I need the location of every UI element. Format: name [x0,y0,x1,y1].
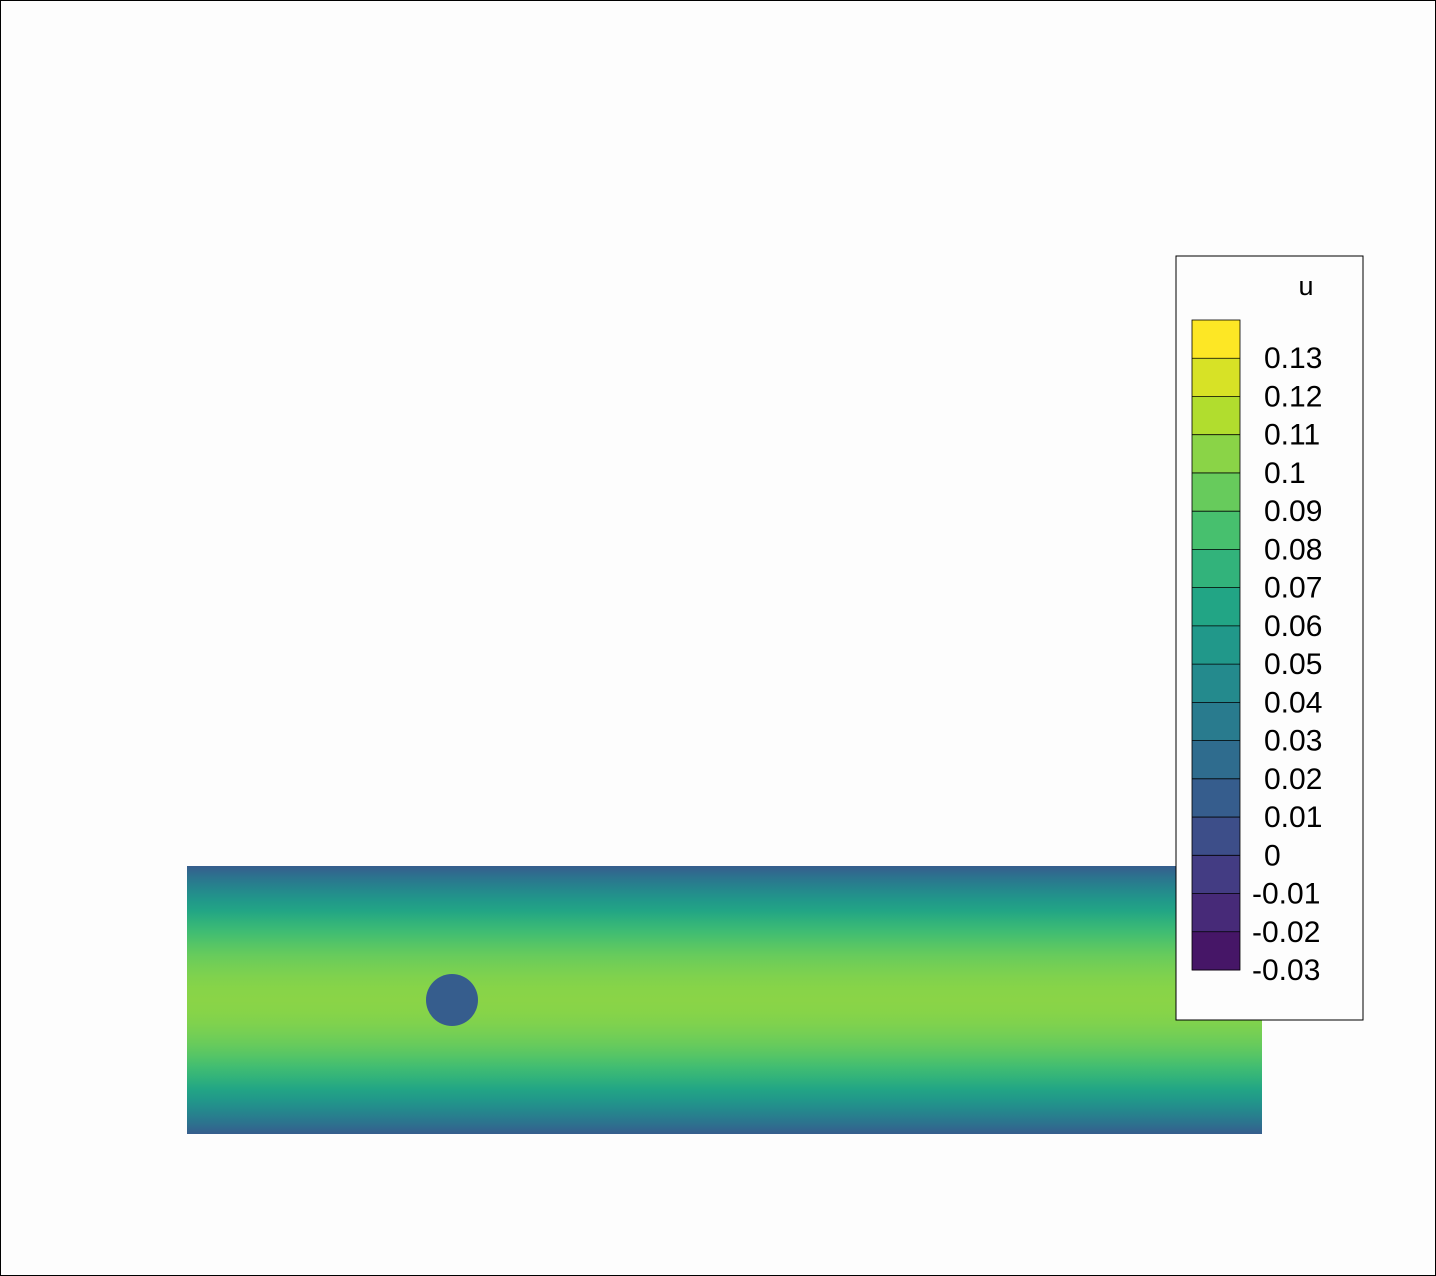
colorbar-band [1192,702,1240,742]
colorbar-band [1192,549,1240,589]
colorbar-tick-label: 0.08 [1264,533,1322,566]
colorbar-band [1192,320,1240,359]
colorbar-labels: 0.13 0.12 0.11 0.1 0.09 0.08 0.07 0.06 0.05 0.04 0… [1252,342,1322,987]
colorbar-band [1192,396,1240,436]
colorbar-tick-label: 0.1 [1264,457,1306,490]
colorbar-band [1192,587,1240,627]
colorbar-band [1192,740,1240,780]
colorbar-tick-label: 0.12 [1264,380,1322,413]
cylinder-obstacle [426,974,478,1026]
colorbar-tick-label: 0.02 [1264,763,1322,796]
colorbar-band [1192,817,1240,856]
channel-domain [187,866,1262,1134]
colorbar-tick-label: 0.03 [1264,725,1322,758]
colorbar-tick-label: 0.09 [1264,495,1322,528]
colorbar-tick-label: 0.06 [1264,610,1322,643]
colorbar-band [1192,625,1240,665]
colorbar-band [1192,358,1240,397]
colorbar-tick-label: 0.07 [1264,572,1322,605]
colorbar-outline [1191,319,1241,971]
legend-title: u [1298,271,1313,301]
colorbar-tick-label: 0 [1264,839,1281,872]
channel-field [187,866,1262,1134]
colorbar-tick-label: -0.01 [1252,878,1320,911]
colorbar-band [1192,778,1240,818]
colorbar-band [1192,434,1240,474]
colorbar-tick-label: -0.03 [1252,954,1320,987]
colorbar-band [1192,511,1240,550]
colorbar-legend: u 0.13 0.12 0.11 0.1 0.09 0.08 0.07 0.06 0.05 0.0… [1175,255,1364,1021]
colorbar-band [1192,472,1240,512]
colorbar-tick-label: 0.13 [1264,342,1322,375]
colorbar [1191,319,1241,971]
colorbar-tick-label: 0.01 [1264,801,1322,834]
colorbar-band [1192,893,1240,933]
colorbar-tick-label: -0.02 [1252,916,1320,949]
colorbar-tick-label: 0.04 [1264,686,1322,719]
colorbar-tick-label: 0.11 [1264,419,1320,452]
colorbar-band [1192,931,1240,971]
colorbar-tick-label: 0.05 [1264,648,1322,681]
colorbar-band [1192,664,1240,703]
colorbar-band [1192,855,1240,895]
